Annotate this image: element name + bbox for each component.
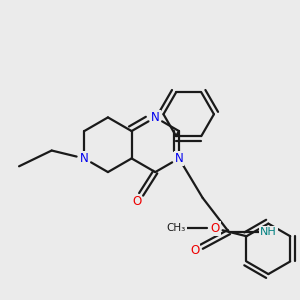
Text: CH₃: CH₃ xyxy=(167,223,186,233)
Text: O: O xyxy=(210,222,220,235)
Text: O: O xyxy=(210,222,220,235)
Text: N: N xyxy=(80,152,88,165)
Text: O: O xyxy=(132,194,142,208)
Text: N: N xyxy=(151,111,160,124)
Text: N: N xyxy=(175,152,183,165)
Text: NH: NH xyxy=(260,227,277,237)
Text: O: O xyxy=(190,244,200,257)
